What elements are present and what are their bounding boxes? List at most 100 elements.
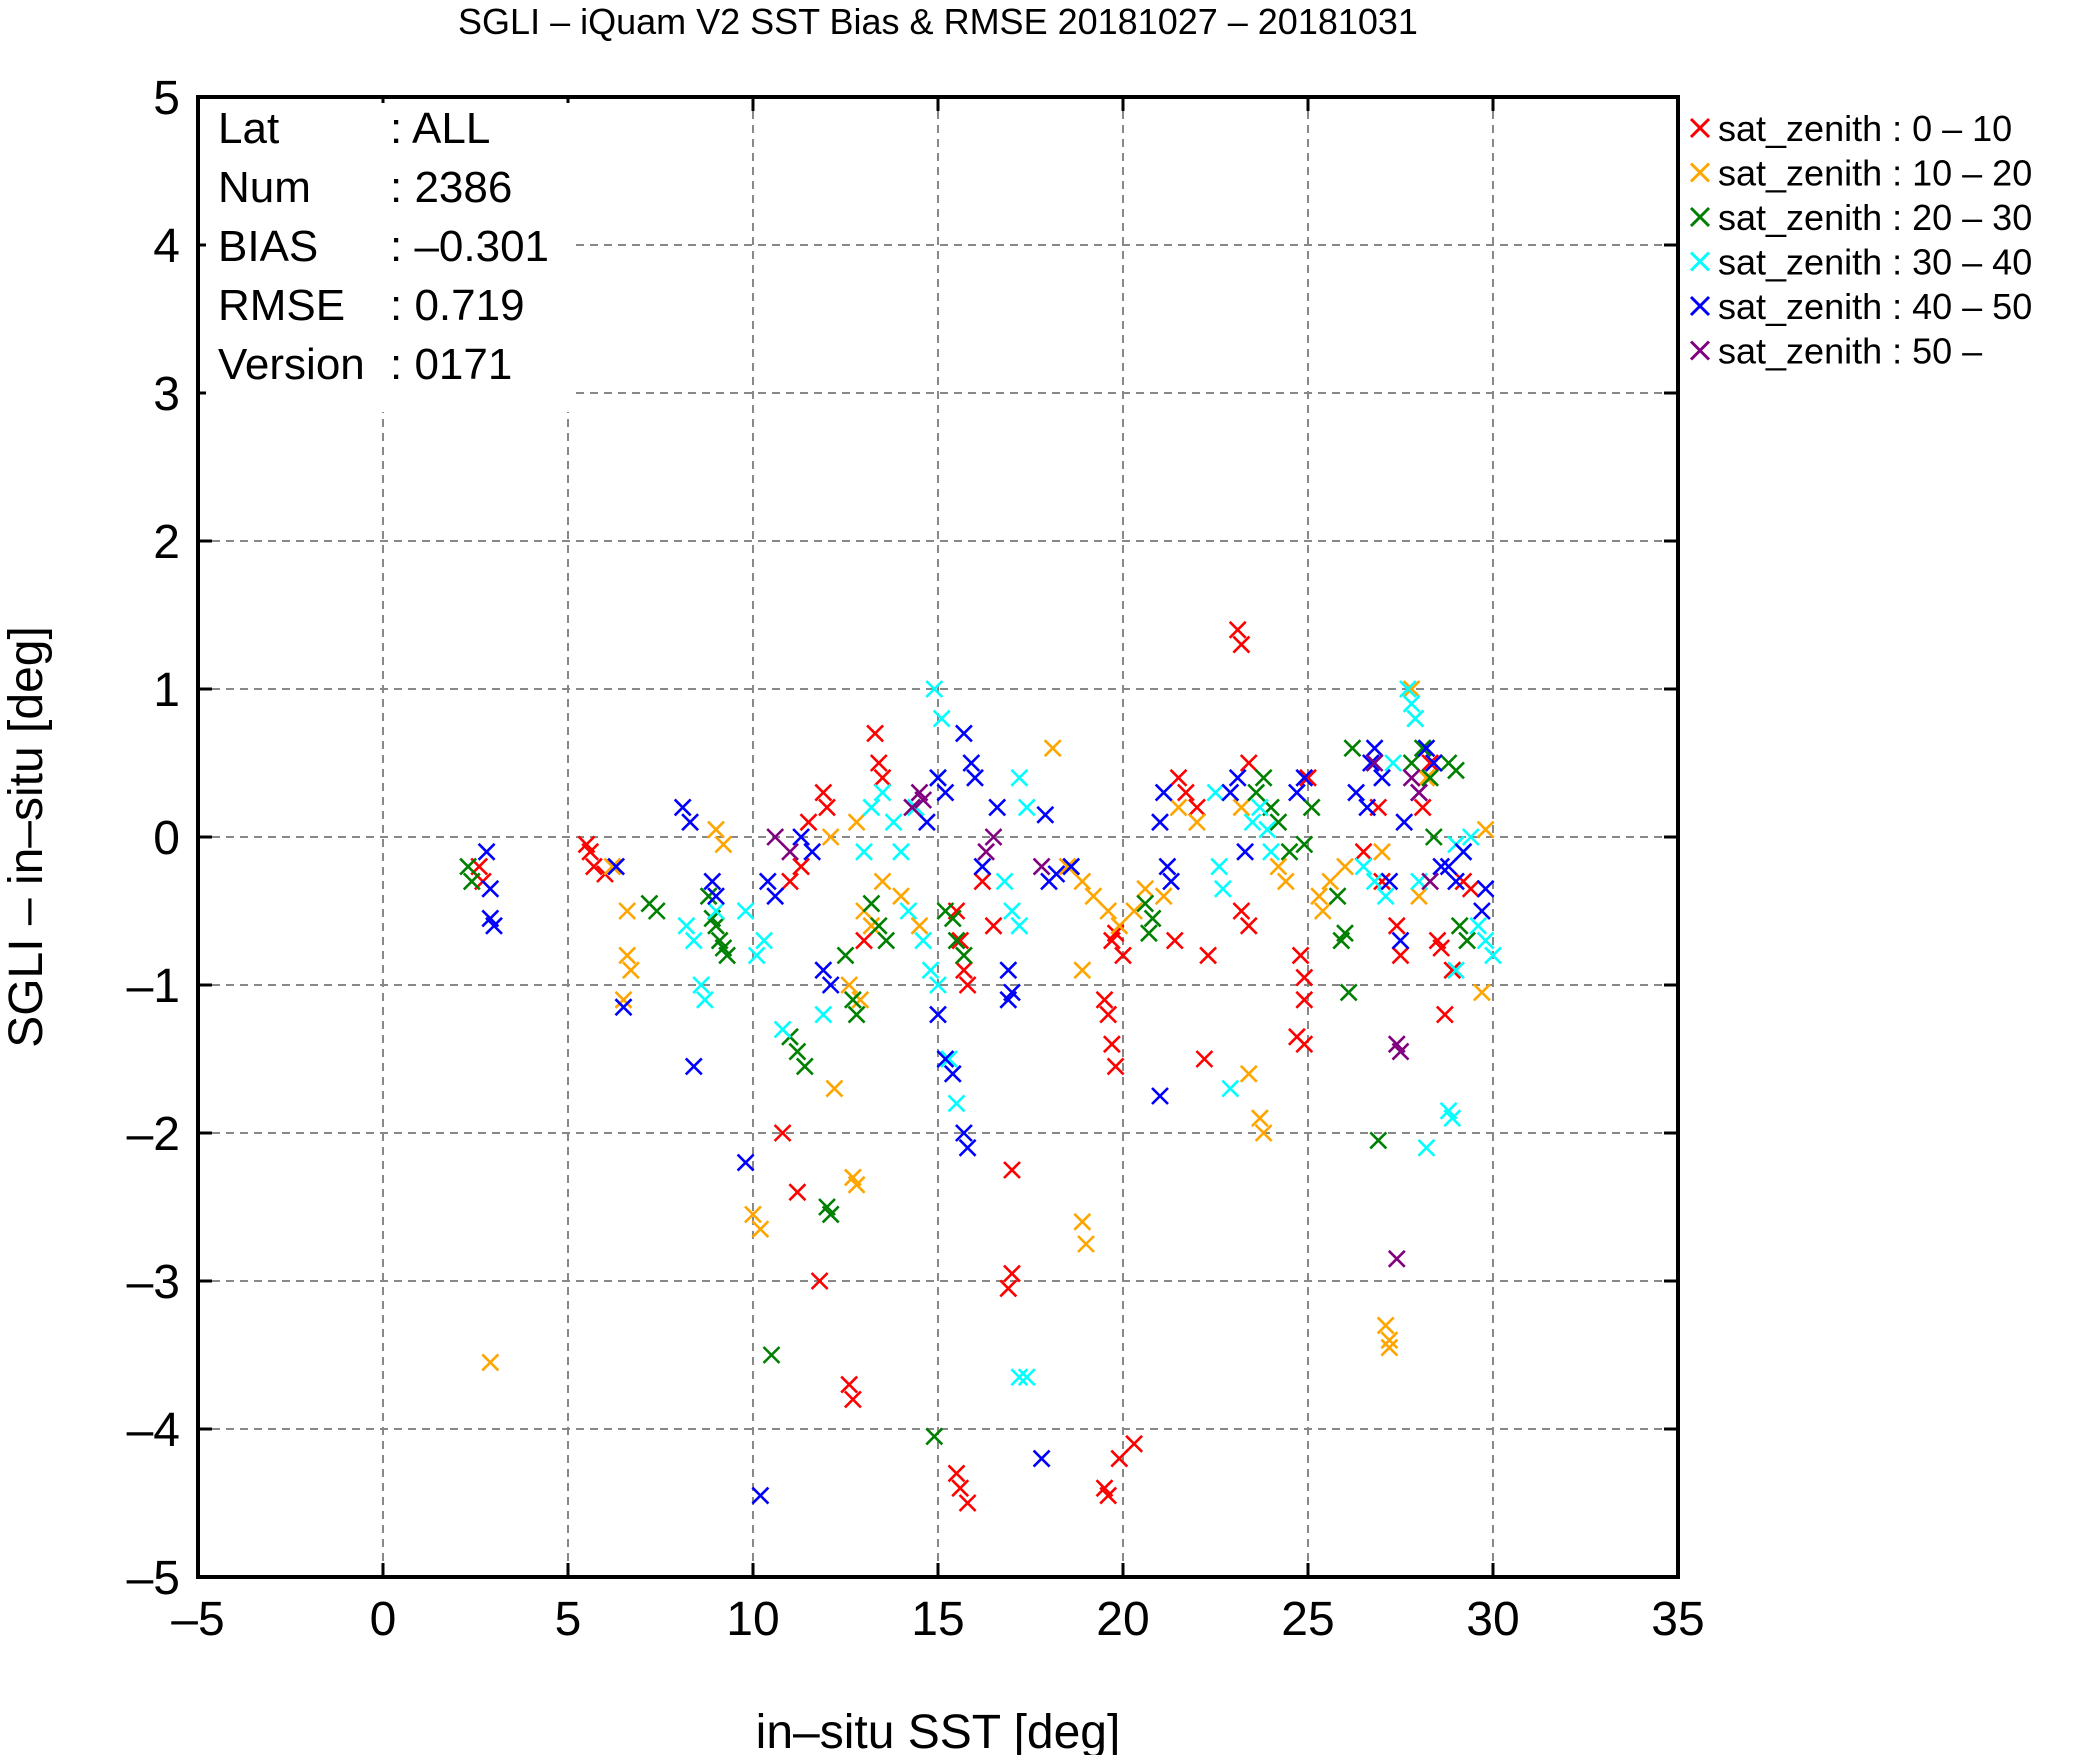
data-point bbox=[1258, 820, 1277, 839]
y-tick-label: 4 bbox=[153, 220, 180, 273]
data-point bbox=[747, 946, 766, 965]
legend-marker bbox=[1689, 117, 1711, 139]
data-point bbox=[1195, 1050, 1214, 1068]
data-point bbox=[1269, 857, 1288, 876]
data-point bbox=[929, 976, 947, 994]
data-point bbox=[840, 1375, 859, 1394]
data-point bbox=[1295, 990, 1314, 1009]
data-point bbox=[1228, 768, 1247, 787]
data-point bbox=[1169, 798, 1188, 817]
data-point bbox=[1402, 680, 1421, 698]
data-point bbox=[1003, 1264, 1021, 1283]
y-axis-label: SGLI – in–situ [deg] bbox=[0, 626, 53, 1048]
data-point bbox=[958, 1138, 977, 1157]
data-point bbox=[1110, 1449, 1129, 1468]
data-point bbox=[1373, 872, 1391, 891]
data-point bbox=[781, 872, 799, 891]
data-point bbox=[869, 754, 888, 772]
data-point bbox=[1439, 1101, 1458, 1120]
data-point bbox=[884, 813, 903, 832]
data-point bbox=[1151, 813, 1169, 832]
y-tick-label: 2 bbox=[153, 516, 180, 569]
data-point bbox=[1336, 924, 1354, 943]
data-point bbox=[855, 842, 873, 861]
stats-value: : ALL bbox=[390, 104, 490, 153]
data-point bbox=[1073, 872, 1092, 891]
data-point bbox=[1432, 939, 1451, 957]
data-point bbox=[1154, 887, 1173, 906]
legend-marker bbox=[1689, 162, 1711, 183]
data-point bbox=[766, 887, 785, 906]
data-point bbox=[1210, 857, 1229, 876]
data-point bbox=[1406, 709, 1425, 728]
data-point bbox=[925, 680, 944, 698]
y-tick-label: –3 bbox=[127, 1256, 180, 1309]
data-point bbox=[984, 916, 1003, 935]
data-point bbox=[1450, 916, 1469, 935]
data-point bbox=[1003, 902, 1021, 920]
data-point bbox=[1213, 879, 1232, 898]
data-point bbox=[1295, 835, 1314, 854]
data-point bbox=[1373, 842, 1391, 861]
data-point bbox=[1395, 813, 1414, 832]
data-point bbox=[1472, 983, 1491, 1002]
data-point bbox=[1239, 1064, 1258, 1083]
data-point bbox=[684, 1057, 703, 1076]
data-point bbox=[1099, 1486, 1118, 1505]
data-point bbox=[862, 916, 881, 935]
data-point bbox=[1447, 872, 1465, 891]
data-point bbox=[477, 842, 496, 861]
data-point bbox=[1302, 798, 1321, 817]
data-point bbox=[1036, 805, 1055, 824]
data-point bbox=[1391, 1042, 1410, 1061]
data-point bbox=[1398, 680, 1417, 698]
data-point bbox=[925, 1427, 944, 1446]
data-point bbox=[1295, 768, 1314, 787]
data-point bbox=[1417, 768, 1436, 787]
data-point bbox=[914, 791, 933, 809]
data-point bbox=[1125, 902, 1144, 920]
data-point bbox=[932, 709, 951, 728]
data-point bbox=[1228, 620, 1247, 639]
data-point bbox=[1410, 887, 1428, 906]
stats-value: : –0.301 bbox=[390, 222, 549, 271]
data-point bbox=[1058, 857, 1077, 876]
data-point bbox=[1454, 842, 1473, 861]
stats-label: Lat bbox=[218, 104, 279, 153]
y-tick-label: 0 bbox=[153, 812, 180, 865]
data-point bbox=[1469, 916, 1488, 935]
data-point bbox=[614, 990, 633, 1009]
data-point bbox=[954, 961, 973, 980]
data-point bbox=[1232, 902, 1251, 920]
data-point bbox=[862, 798, 881, 817]
x-tick-label: –5 bbox=[171, 1593, 224, 1646]
data-point bbox=[1365, 754, 1384, 772]
data-point bbox=[1077, 1235, 1095, 1253]
data-point bbox=[818, 798, 836, 817]
data-point bbox=[481, 879, 500, 898]
data-point bbox=[751, 1486, 770, 1505]
data-point bbox=[1321, 872, 1340, 891]
data-point bbox=[1373, 768, 1391, 787]
data-point bbox=[695, 990, 714, 1009]
x-tick-label: 10 bbox=[726, 1593, 779, 1646]
data-point bbox=[951, 1479, 970, 1498]
data-point bbox=[810, 1272, 829, 1290]
data-point bbox=[1361, 754, 1380, 772]
data-point bbox=[751, 1220, 770, 1239]
data-point bbox=[1343, 739, 1362, 758]
data-point bbox=[814, 1005, 833, 1024]
data-point bbox=[1250, 798, 1269, 817]
data-point bbox=[707, 902, 725, 920]
data-point bbox=[744, 1205, 762, 1224]
x-tick-label: 15 bbox=[911, 1593, 964, 1646]
stats-box: Lat: ALL Num: 2386 BIAS: –0.301 RMSE: 0.719… bbox=[206, 103, 576, 412]
data-point bbox=[1136, 894, 1155, 913]
series-3 bbox=[677, 680, 1502, 1387]
data-point bbox=[1032, 857, 1051, 876]
data-point bbox=[1424, 828, 1443, 846]
data-point bbox=[1010, 768, 1029, 787]
data-point bbox=[1073, 1212, 1092, 1231]
data-point bbox=[1421, 768, 1440, 787]
data-point bbox=[1358, 798, 1377, 817]
